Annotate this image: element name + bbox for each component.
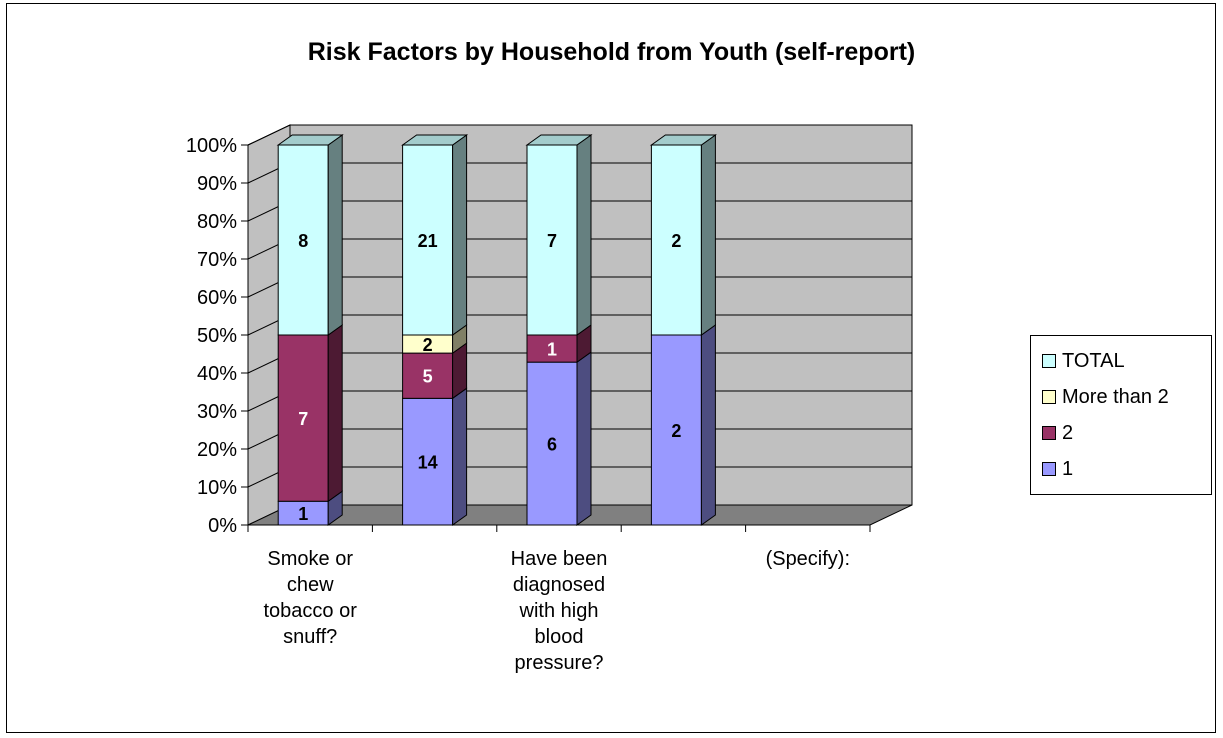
- x-category-label: tobacco or: [264, 600, 358, 622]
- legend-label: 1: [1062, 457, 1074, 480]
- data-label: 7: [298, 409, 308, 429]
- data-label: 2: [671, 421, 681, 441]
- x-category-label: snuff?: [283, 626, 337, 648]
- bar-segment-side: [576, 134, 592, 336]
- y-tick-label: 10%: [197, 477, 237, 499]
- legend-label: 2: [1062, 421, 1074, 444]
- data-label: 6: [547, 435, 557, 455]
- legend-item: More than 2: [1042, 384, 1169, 410]
- y-tick-label: 60%: [197, 287, 237, 309]
- chart-title: Risk Factors by Household from Youth (se…: [307, 38, 916, 66]
- bar-top: [649, 134, 717, 146]
- bar-segment-side: [452, 387, 468, 526]
- y-tick-label: 30%: [197, 401, 237, 423]
- x-category-label: pressure?: [515, 652, 604, 674]
- legend-swatch: [1042, 354, 1056, 368]
- data-label: 1: [547, 340, 557, 360]
- x-category-label: Smoke or: [267, 548, 353, 570]
- bar-segment-side: [576, 351, 592, 526]
- x-category-label: diagnosed: [513, 574, 605, 596]
- data-label: 8: [298, 231, 308, 251]
- data-label: 21: [418, 231, 438, 251]
- y-tick-label: 40%: [197, 363, 237, 385]
- bar-segment-side: [700, 324, 716, 526]
- legend-swatch: [1042, 462, 1056, 476]
- x-category-label: Have been: [511, 548, 608, 570]
- legend-item: 1: [1042, 456, 1073, 482]
- bar-segment-side: [700, 134, 716, 336]
- data-label: 5: [423, 367, 433, 387]
- bar-top: [401, 134, 469, 146]
- gridline-side: [247, 124, 291, 146]
- y-tick-label: 90%: [197, 173, 237, 195]
- y-tick-label: 50%: [197, 325, 237, 347]
- data-label: 1: [298, 504, 308, 524]
- bar-segment: [402, 352, 454, 399]
- bar-segment: [650, 334, 702, 526]
- x-category-label: blood: [535, 626, 584, 648]
- bar-segment-side: [327, 324, 343, 503]
- legend-item: 2: [1042, 420, 1073, 446]
- y-tick-label: 70%: [197, 249, 237, 271]
- legend-swatch: [1042, 426, 1056, 440]
- bar-top: [525, 134, 593, 146]
- bar-segment: [526, 334, 578, 363]
- legend-label: TOTAL: [1062, 349, 1125, 372]
- x-category-label: chew: [287, 574, 334, 596]
- y-tick-label: 20%: [197, 439, 237, 461]
- bar-segment: [277, 144, 329, 336]
- legend-item: TOTAL: [1042, 348, 1125, 374]
- data-label: 2: [423, 335, 433, 355]
- y-tick-label: 80%: [197, 211, 237, 233]
- y-tick-label: 0%: [208, 515, 237, 537]
- bar-segment-side: [452, 134, 468, 336]
- data-label: 14: [418, 453, 438, 473]
- data-label: 2: [671, 231, 681, 251]
- data-label: 7: [547, 231, 557, 251]
- bar-segment-side: [327, 134, 343, 336]
- x-category-label: (Specify):: [766, 548, 850, 570]
- x-category-label: with high: [519, 600, 599, 622]
- y-tick-label: 100%: [186, 135, 237, 157]
- bar-segment: [402, 144, 454, 336]
- chart-legend: TOTAL More than 2 2 1: [1030, 335, 1212, 495]
- bar-top: [276, 134, 344, 146]
- legend-swatch: [1042, 390, 1056, 404]
- bar-segment: [277, 334, 329, 502]
- bar-segment: [402, 397, 454, 526]
- legend-label: More than 2: [1062, 385, 1169, 408]
